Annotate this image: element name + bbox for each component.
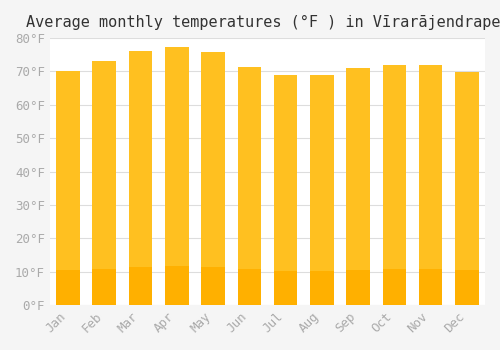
Bar [455,270,478,305]
Bar [202,267,225,305]
Bar [274,271,297,305]
Bar [165,48,188,305]
Bar [382,269,406,305]
Bar [419,269,442,305]
Bar [310,75,334,305]
Bar [165,266,188,305]
Bar [238,68,261,305]
Bar [274,75,297,305]
Bar [92,268,116,305]
Bar [56,270,80,305]
Bar [346,68,370,305]
Bar [128,51,152,305]
Title: Average monthly temperatures (°F ) in Vīrarājendrapet: Average monthly temperatures (°F ) in Vī… [26,15,500,30]
Bar [238,270,261,305]
Bar [56,71,80,305]
Bar [346,270,370,305]
Bar [310,271,334,305]
Bar [128,267,152,305]
Bar [92,62,116,305]
Bar [419,65,442,305]
Bar [455,72,478,305]
Bar [382,65,406,305]
Bar [202,52,225,305]
